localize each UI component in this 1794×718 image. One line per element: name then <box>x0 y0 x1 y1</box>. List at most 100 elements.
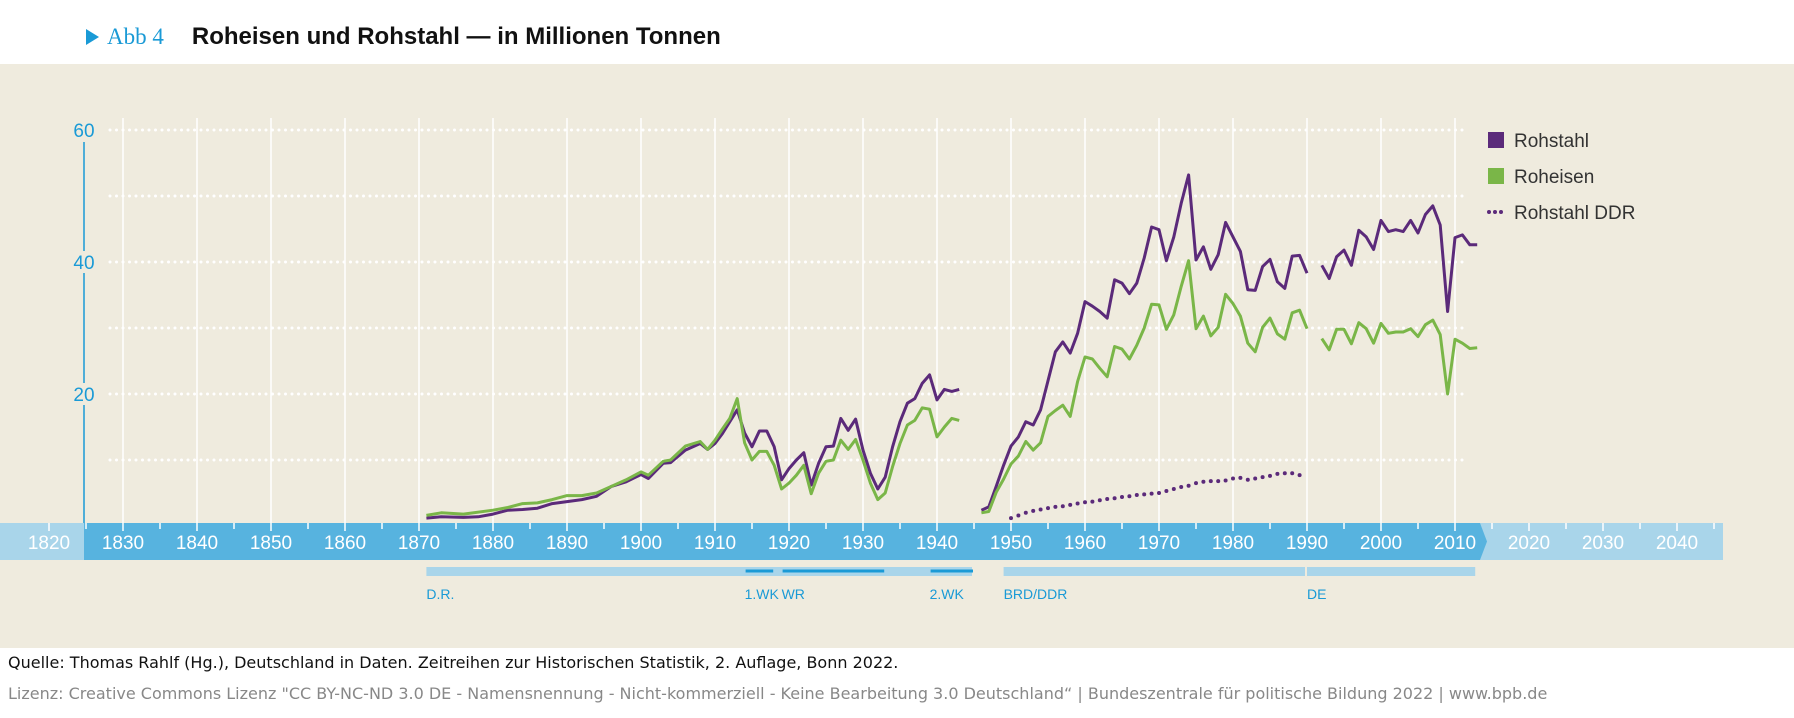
y-tick-label: 40 <box>73 253 94 274</box>
chart-title-bar: Abb 4 Roheisen und Rohstahl — in Million… <box>86 20 721 54</box>
y-axis: 20 40 60 <box>70 119 98 523</box>
x-tick-label: 2020 <box>1508 533 1550 554</box>
x-tick-label: 1850 <box>250 533 292 554</box>
figure-label: Abb 4 <box>107 24 164 49</box>
period-label: DE <box>1307 586 1326 602</box>
ddr-data-point <box>1208 479 1213 484</box>
ddr-data-point <box>1297 473 1302 478</box>
chart-title: Roheisen und Rohstahl — in Millionen Ton… <box>191 23 721 50</box>
x-tick-label: 1830 <box>102 533 144 554</box>
legend-dotted-icon <box>1499 210 1503 214</box>
x-tick-label: 1990 <box>1286 533 1328 554</box>
period-bar <box>1003 567 1305 576</box>
legend-label: Rohstahl DDR <box>1514 203 1635 224</box>
legend-label: Roheisen <box>1514 167 1594 188</box>
x-tick-label: 1950 <box>990 533 1032 554</box>
ddr-data-point <box>1290 471 1295 476</box>
ddr-data-point <box>1090 499 1095 504</box>
ddr-data-point <box>1075 501 1080 506</box>
period-label: D.R. <box>426 586 454 602</box>
ddr-data-point <box>1157 491 1161 495</box>
x-tick-label: 1980 <box>1212 533 1254 554</box>
ddr-data-point <box>1194 481 1198 486</box>
x-tick-label: 1970 <box>1138 533 1180 554</box>
period-label: 2.WK <box>930 586 965 602</box>
series-line-rohstahl <box>1320 204 1478 313</box>
band-data-range <box>84 523 1487 560</box>
period-bars: D.R. 1.WK WR 2.WK BRD/DDR DE <box>426 567 1476 602</box>
legend-swatch-icon <box>1488 132 1504 148</box>
ddr-data-point <box>1105 496 1110 501</box>
x-tick-label: 2040 <box>1656 533 1698 554</box>
y-label-backdrop <box>70 251 98 273</box>
ddr-data-point <box>1201 479 1206 484</box>
period-label: BRD/DDR <box>1004 586 1068 602</box>
ddr-data-point <box>1238 475 1243 480</box>
ddr-data-point <box>1179 485 1184 490</box>
ddr-data-point <box>1097 498 1102 503</box>
triangle-marker-icon <box>86 29 99 45</box>
series-line-roheisen <box>981 259 1309 515</box>
period-bar <box>426 567 972 576</box>
ddr-data-point <box>1164 489 1169 494</box>
band-future <box>1480 523 1723 560</box>
gridlines <box>108 118 1470 523</box>
legend-label: Rohstahl <box>1514 131 1589 152</box>
ddr-data-point <box>1268 473 1272 478</box>
ddr-data-point <box>1016 513 1021 518</box>
legend: Rohstahl Roheisen Rohstahl DDR <box>1487 131 1635 224</box>
series-line-roheisen <box>426 397 960 517</box>
ddr-data-point <box>1053 504 1058 509</box>
x-tick-label: 1930 <box>842 533 884 554</box>
x-tick-label: 1840 <box>176 533 218 554</box>
x-tick-label: 1910 <box>694 533 736 554</box>
time-axis-band: 1820 1830 1840 1850 1860 1870 1880 1890 1900 1910… <box>0 523 1723 560</box>
series-line-rohstahl <box>980 173 1309 512</box>
x-tick-label: 1900 <box>620 533 662 554</box>
band-past <box>0 523 84 560</box>
ddr-data-point <box>1186 483 1191 488</box>
y-tick-label: 20 <box>73 385 94 406</box>
x-tick-label: 2000 <box>1360 533 1402 554</box>
ddr-data-point <box>1023 510 1028 515</box>
period-label: 1.WK <box>745 586 780 602</box>
series-group <box>426 173 1478 521</box>
ddr-data-point <box>1046 506 1050 511</box>
x-tick-label: 1880 <box>472 533 514 554</box>
legend-dotted-icon <box>1493 210 1497 214</box>
y-tick-label: 60 <box>73 121 94 142</box>
series-line-rohstahl <box>426 373 960 520</box>
ddr-data-point <box>1253 476 1258 481</box>
x-tick-label: 2030 <box>1582 533 1624 554</box>
ddr-data-point <box>1223 478 1228 483</box>
period-label: WR <box>782 586 805 602</box>
y-label-backdrop <box>70 119 98 141</box>
x-tick-label: 1870 <box>398 533 440 554</box>
x-tick-label: 1960 <box>1064 533 1106 554</box>
ddr-data-point <box>1083 500 1087 505</box>
x-tick-label: 2010 <box>1434 533 1476 554</box>
x-tick-label: 1920 <box>768 533 810 554</box>
x-tick-label: 1940 <box>916 533 958 554</box>
ddr-data-point <box>1127 494 1132 499</box>
legend-swatch-icon <box>1488 168 1504 184</box>
ddr-data-point <box>1142 492 1147 497</box>
ddr-data-point <box>1171 487 1176 492</box>
ddr-data-point <box>1260 475 1265 480</box>
ddr-data-point <box>1275 471 1280 476</box>
source-note: Quelle: Thomas Rahlf (Hg.), Deutschland … <box>8 653 899 672</box>
ddr-data-point <box>1149 491 1154 496</box>
ddr-data-point <box>1112 496 1117 501</box>
ddr-data-point <box>1231 476 1235 481</box>
ddr-data-point <box>1282 471 1287 476</box>
ddr-data-point <box>1120 494 1124 499</box>
ddr-data-point <box>1216 479 1221 484</box>
license-note: Lizenz: Creative Commons Lizenz "CC BY-N… <box>8 684 1548 703</box>
series-line-roheisen <box>1320 318 1478 396</box>
ddr-data-point <box>1245 477 1250 482</box>
legend-dotted-icon <box>1487 210 1491 214</box>
ddr-data-point <box>1009 516 1013 521</box>
ddr-data-point <box>1038 507 1043 512</box>
period-bar <box>1307 567 1476 576</box>
